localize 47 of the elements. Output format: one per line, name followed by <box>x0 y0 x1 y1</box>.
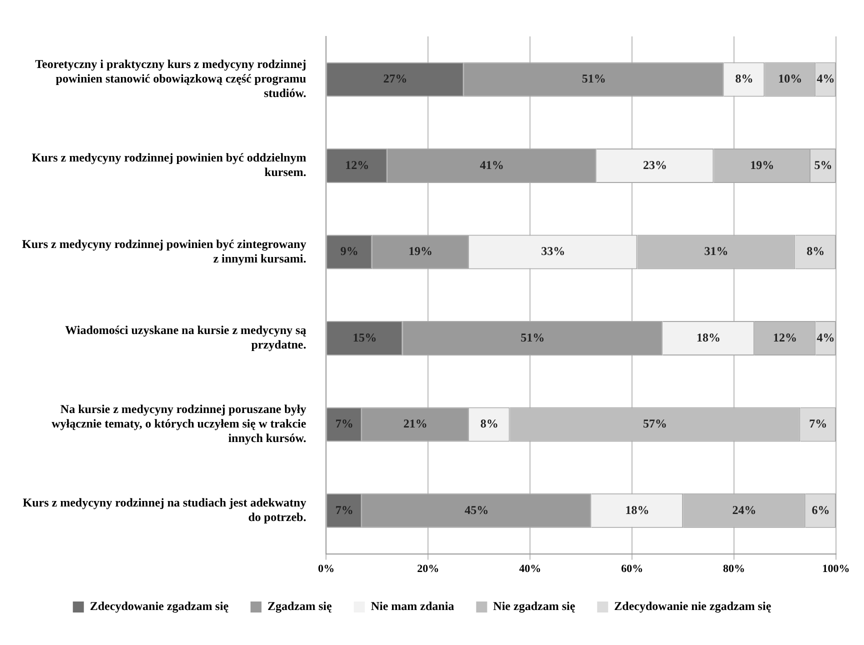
x-tick-label: 80% <box>723 563 746 576</box>
legend-label: Zdecydowanie nie zgadzam się <box>614 599 772 614</box>
data-label: 57% <box>643 416 668 431</box>
y-tick-label: Wiadomości uzyskane na kursie z medycyny są przydatne. <box>65 323 306 352</box>
data-label: 8% <box>735 72 754 86</box>
y-tick-label: Na kursie z medycyny rodzinnej poruszane były wyłącznie tematy, o których uczyłem się w trakcie innych kursów. <box>52 402 307 445</box>
y-tick-label: Kurs z medycyny rodzinnej powinien być oddzielnym kursem. <box>32 150 306 180</box>
legend-label: Zdecydowanie zgadzam się <box>90 599 230 614</box>
x-tick-label: 20% <box>417 563 440 576</box>
data-label: 21% <box>403 416 428 431</box>
x-tick-label: 0% <box>318 563 334 576</box>
data-label: 6% <box>812 502 830 517</box>
data-label: 33% <box>541 244 566 258</box>
data-label: 9% <box>340 244 358 258</box>
data-label: 18% <box>696 330 721 344</box>
data-label: 12% <box>773 330 798 344</box>
legend-label: Nie mam zdania <box>370 599 454 614</box>
data-label: 10% <box>778 72 802 86</box>
data-label: 31% <box>704 244 728 258</box>
data-label: 15% <box>352 330 377 344</box>
x-tick-label: 100% <box>822 563 850 576</box>
data-label: 51% <box>582 72 606 86</box>
y-tick-label: Kurs z medycyny rodzinnej powinien być zintegrowany z innymi kursami. <box>22 236 306 266</box>
legend-label: Zgadzam się <box>268 599 333 614</box>
data-label: 19% <box>408 244 433 258</box>
data-label: 51% <box>520 330 545 344</box>
data-label: 12% <box>345 158 370 172</box>
x-tick-label: 40% <box>519 563 542 576</box>
y-tick-label: Kurs z medycyny rodzinnej na studiach jest adekwatny do potrzeb. <box>22 496 306 524</box>
data-label: 19% <box>750 158 774 172</box>
data-label: 7% <box>335 416 354 431</box>
data-label: 18% <box>625 502 650 517</box>
x-tick-label: 60% <box>621 563 644 576</box>
data-label: 5% <box>814 158 832 172</box>
data-label: 8% <box>806 244 825 258</box>
data-label: 23% <box>643 158 668 172</box>
data-label: 27% <box>383 72 408 86</box>
y-tick-label: Teoretyczny i praktyczny kurs z medycyny rodzinnej powinien stanowić obowiązkową część programu studiów. <box>35 57 307 100</box>
data-label: 45% <box>464 502 489 517</box>
data-label: 8% <box>480 416 498 431</box>
data-label: 41% <box>480 158 504 172</box>
legend-label: Nie zgadzam się <box>493 599 576 614</box>
data-label: 4% <box>816 72 835 86</box>
data-label: 4% <box>816 330 835 344</box>
data-label: 7% <box>809 416 828 431</box>
data-label: 24% <box>732 502 756 517</box>
data-label: 7% <box>335 502 354 517</box>
